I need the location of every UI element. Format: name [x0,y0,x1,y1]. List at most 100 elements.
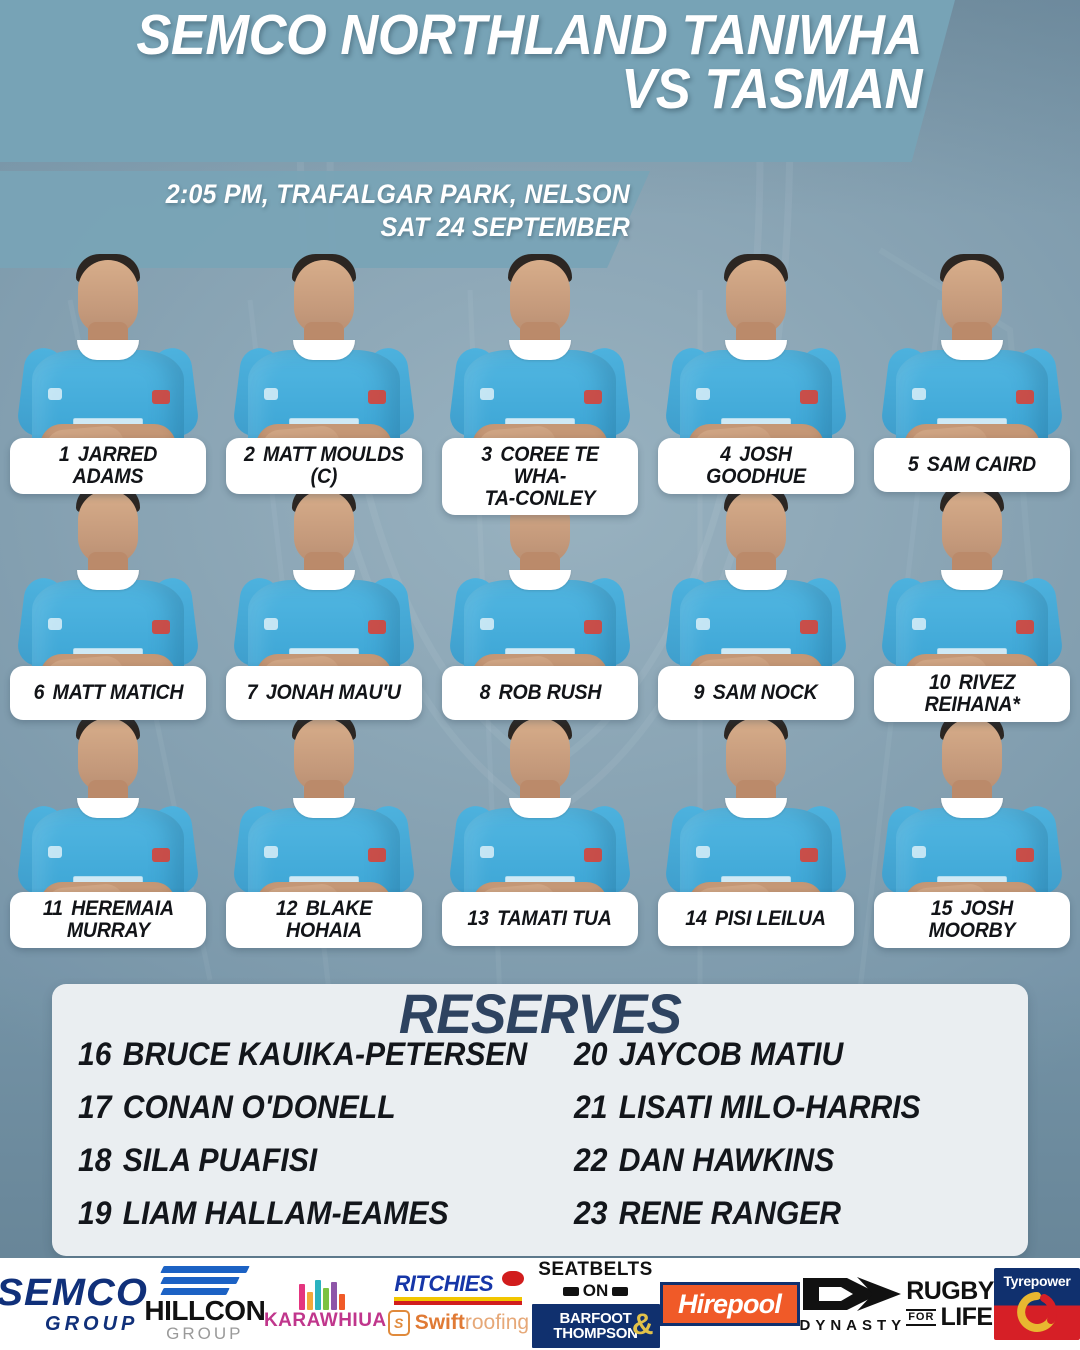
jersey-patch-right [152,390,170,404]
player-name-plate[interactable]: 10 RIVEZ REIHANA* [874,666,1070,722]
lineup-row-2: 6 MATT MATICH 7 JONAH MAU'U [0,478,1080,722]
reserve-number: 21 [574,1089,608,1125]
player-name-text: 7 JONAH MAU'U [247,682,401,704]
player-card: 7 JONAH MAU'U [216,478,432,720]
player-name-text: 13 TAMATI TUA [468,908,612,930]
player-number: 10 [928,671,951,694]
reserve-item[interactable]: 21 LISATI MILO-HARRIS [574,1091,991,1123]
jersey-patch-right [584,848,602,862]
jersey-patch-left [480,388,494,400]
player-name-plate[interactable]: 1 JARRED ADAMS [10,438,206,494]
semco-wordmark: SEMCO [0,1272,148,1314]
player-collar [509,340,571,360]
player-name-plate[interactable]: 13 TAMATI TUA [442,892,638,946]
jersey-patch-left [696,846,710,858]
reserve-item[interactable]: 16 BRUCE KAUIKA-PETERSEN [78,1038,527,1070]
player-collar [941,340,1003,360]
player-name: COREE TE WHA- TA-CONLEY [484,443,599,510]
reserve-name: JAYCOB MATIU [618,1036,844,1072]
player-name-plate[interactable]: 2 MATT MOULDS (C) [226,438,422,494]
reserve-name: DAN HAWKINS [618,1142,835,1178]
reserves-columns: 16 BRUCE KAUIKA-PETERSEN 17 CONAN O'DONELL… [52,1038,1028,1256]
reserve-item[interactable]: 17 CONAN O'DONELL [78,1091,503,1123]
jersey-patch-left [912,618,926,630]
player-name: JARRED ADAMS [72,443,158,488]
seatbelt-buckle-icon [562,1286,579,1296]
jersey-patch-right [368,848,386,862]
seatbelts-on-message: SEATBELTS ON [538,1260,653,1301]
player-name: JOSH GOODHUE [706,443,806,488]
jersey-patch-left [480,846,494,858]
player-name-text: 11 HEREMAIA MURRAY [43,898,174,942]
player-card: 6 MATT MATICH [0,478,216,720]
player-collar [725,570,787,590]
player-name-text: 12 BLAKE HOHAIA [240,898,407,942]
tyrepower-wordmark: Tyrepower [1003,1273,1071,1289]
reserve-name: SILA PUAFISI [122,1142,318,1178]
player-name-plate[interactable]: 14 PISI LEILUA [658,892,854,946]
tyrepower-box: Tyrepower [994,1268,1080,1340]
player-name-text: 9 SAM NOCK [694,682,818,704]
jersey-patch-left [696,388,710,400]
reserve-item[interactable]: 20 JAYCOB MATIU [574,1038,991,1070]
jersey-patch-right [1016,848,1034,862]
reserve-item[interactable]: 18 SILA PUAFISI [78,1144,503,1176]
player-name-plate[interactable]: 6 MATT MATICH [10,666,206,720]
player-number: 3 [481,443,492,466]
player-name-plate[interactable]: 9 SAM NOCK [658,666,854,720]
player-collar [293,570,355,590]
player-number: 14 [685,907,708,931]
tyrepower-swoosh-icon [1017,1292,1057,1332]
sponsor-dynasty: DYNASTY [800,1258,907,1350]
player-name-plate[interactable]: 15 JOSH MOORBY [874,892,1070,948]
player-card: 4 JOSH GOODHUE [648,248,864,494]
player-name: ROB RUSH [498,681,601,705]
barfoot-ampersand-icon: & [631,1308,654,1341]
title-line-2: VS TASMAN [621,57,922,122]
reserve-number: 23 [574,1195,608,1231]
player-card: 2 MATT MOULDS (C) [216,248,432,494]
player-name-text: 15 JOSH MOORBY [888,898,1055,942]
player-card: 12 BLAKE HOHAIA [216,706,432,948]
player-name-text: 1 JARRED ADAMS [24,444,191,488]
player-name: SAM NOCK [713,681,818,705]
player-name-plate[interactable]: 5 SAM CAIRD [874,438,1070,492]
rugby-life-label: LIFE [940,1302,993,1331]
player-collar [725,798,787,818]
barfoot-thompson-box: BARFOOT THOMPSON & [531,1304,660,1348]
player-name: SAM CAIRD [927,453,1037,477]
player-head [294,490,354,564]
player-number: 5 [907,453,919,477]
player-name-plate[interactable]: 11 HEREMAIA MURRAY [10,892,206,948]
player-name-plate[interactable]: 12 BLAKE HOHAIA [226,892,422,948]
player-number: 15 [930,897,953,920]
lineup-row-1: 1 JARRED ADAMS 2 MATT MOULDS (C) [0,248,1080,516]
player-head [510,260,570,334]
hirepool-box: Hirepool [659,1282,800,1326]
player-name-plate[interactable]: 4 JOSH GOODHUE [658,438,854,494]
barfoot-thompson-wordmark: BARFOOT THOMPSON [553,1311,638,1342]
rugby-label: RUGBY [906,1276,994,1305]
barfoot-line-2: THOMPSON [553,1325,638,1342]
player-name-plate[interactable]: 3 COREE TE WHA- TA-CONLEY [442,438,638,516]
player-name-plate[interactable]: 8 ROB RUSH [442,666,638,720]
reserve-item[interactable]: 23 RENE RANGER [574,1197,991,1229]
seatbelts-label: SEATBELTS [538,1259,653,1280]
jersey-patch-right [1016,390,1034,404]
reserves-title: RESERVES [398,984,682,1045]
player-collar [77,570,139,590]
jersey-patch-right [584,390,602,404]
player-name-plate[interactable]: 7 JONAH MAU'U [226,666,422,720]
player-name: HEREMAIA MURRAY [66,897,174,942]
jersey-patch-right [800,390,818,404]
reserve-item[interactable]: 19 LIAM HALLAM-EAMES [78,1197,503,1229]
swift-light-text: roofing [464,1311,530,1334]
reserve-item[interactable]: 22 DAN HAWKINS [574,1144,991,1176]
hillcon-group-label: GROUP [166,1323,244,1343]
player-collar [293,798,355,818]
player-card: 14 PISI LEILUA [648,706,864,946]
player-head [294,718,354,792]
match-time-venue: 2:05 PM, TRAFALGAR PARK, NELSON [165,179,630,209]
player-number: 7 [246,681,258,705]
player-number: 2 [244,443,255,466]
